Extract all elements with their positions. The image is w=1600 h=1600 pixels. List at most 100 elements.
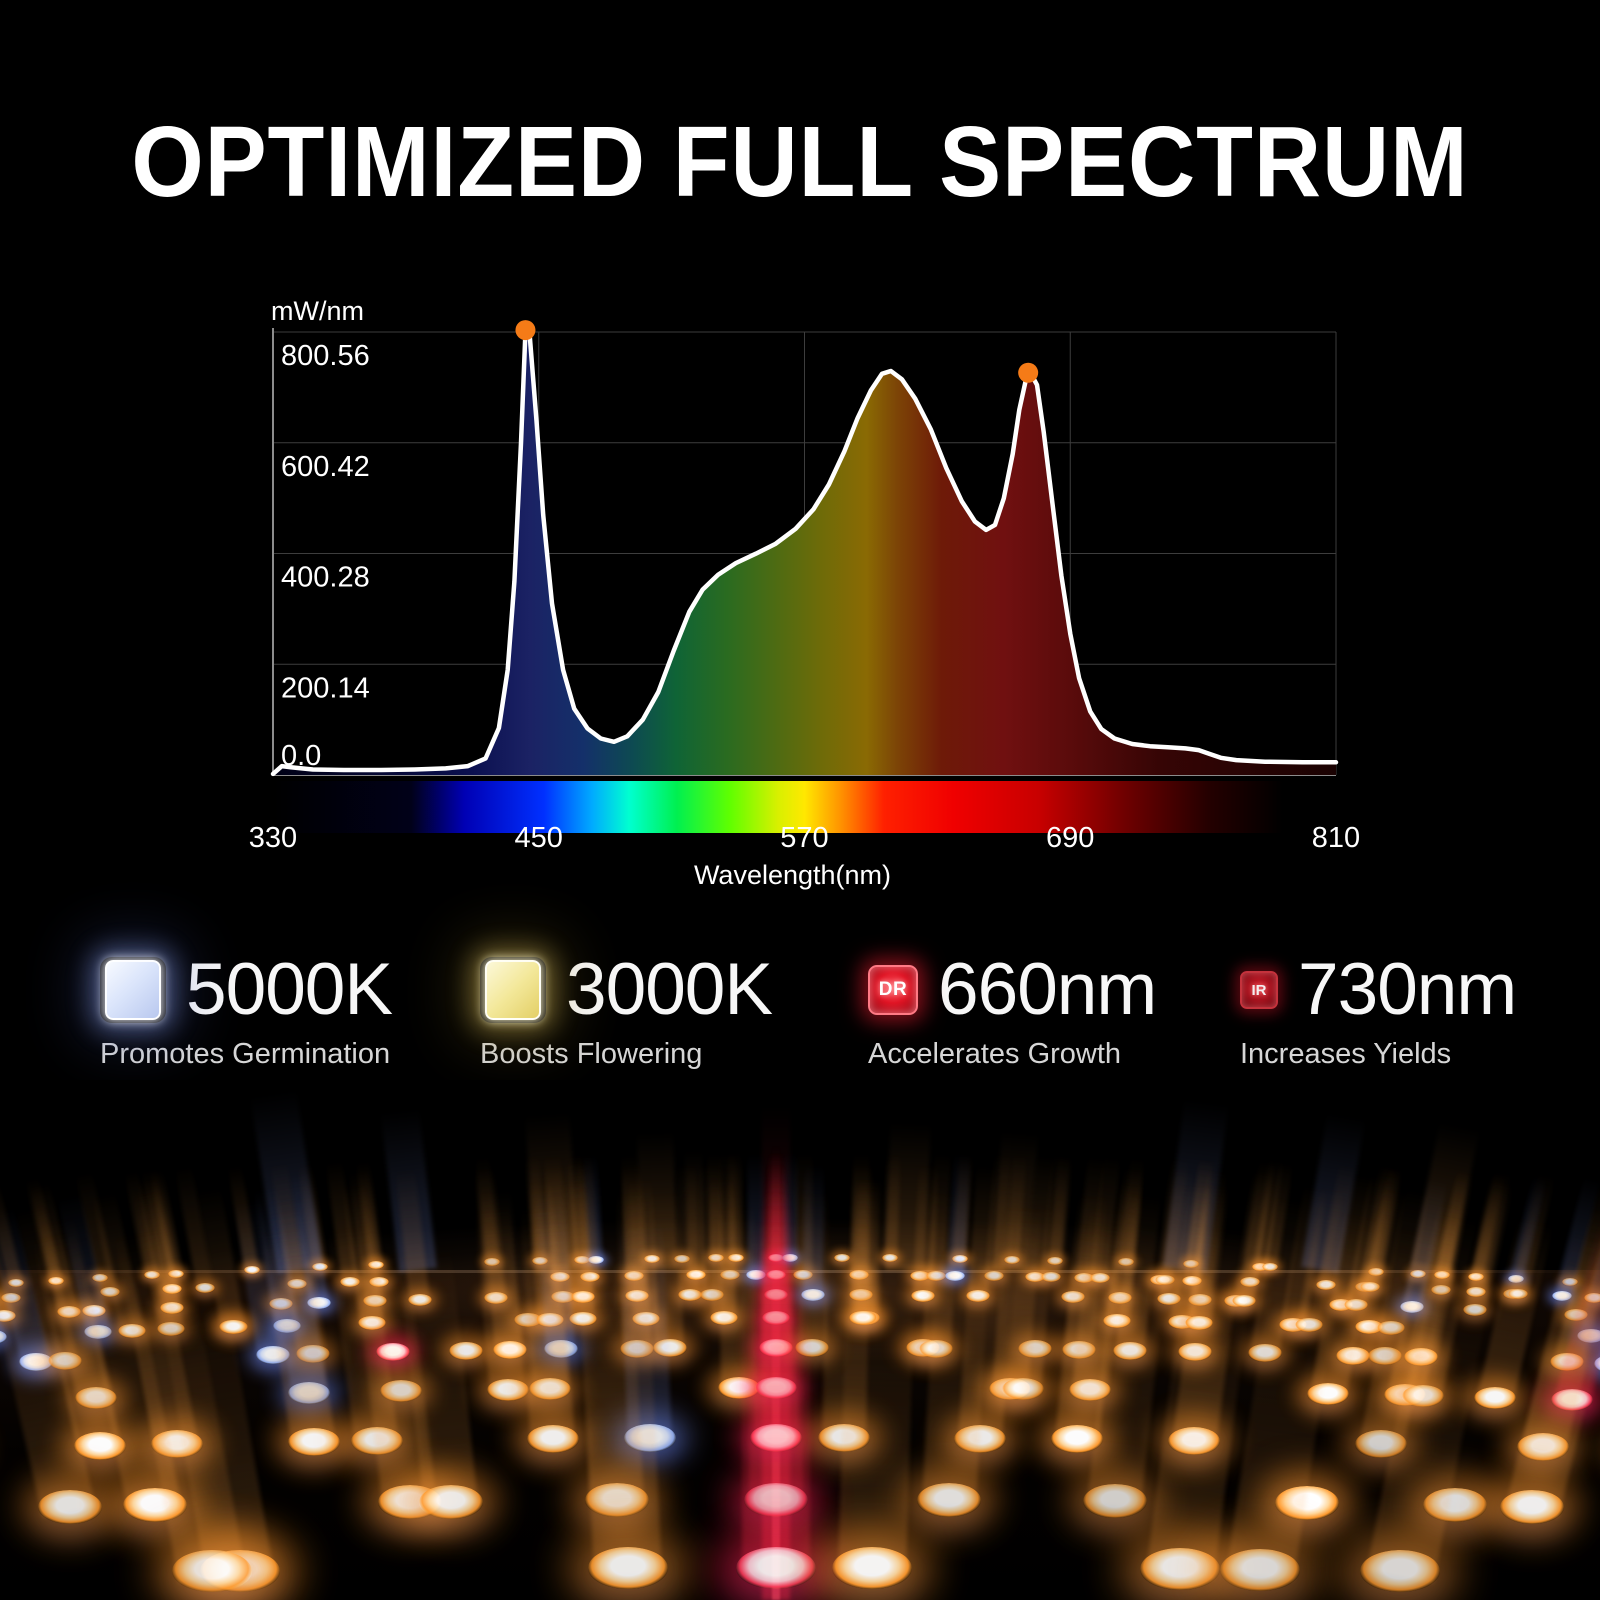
wavelength-colorbar (273, 781, 1336, 833)
led-dot (919, 1339, 954, 1358)
led-dot (1060, 1291, 1085, 1304)
led-dot (376, 1343, 411, 1361)
led-dot (848, 1270, 869, 1281)
led-dot (644, 1254, 661, 1263)
led-dot (801, 1289, 826, 1301)
led-dot (1247, 1344, 1282, 1363)
led-dot (527, 1425, 580, 1453)
led-dot (1051, 1425, 1103, 1454)
led-dot (1157, 1293, 1182, 1306)
led-dot (1562, 1278, 1579, 1287)
led-dot (1, 1292, 22, 1303)
led-dot (926, 1270, 946, 1281)
feature-730nm: IR 730nm Increases Yields (1240, 949, 1517, 1071)
led-dot (529, 1378, 572, 1401)
feature-row: IR 730nm (1240, 949, 1517, 1030)
led-dot (118, 1323, 146, 1338)
feature-value: 730nm (1298, 949, 1517, 1030)
led-dot (1155, 1274, 1176, 1285)
led-board-photo (0, 1080, 1600, 1600)
infrared-led-icon: IR (1240, 971, 1278, 1009)
y-tick-label: 200.14 (281, 672, 370, 704)
led-dot (255, 1345, 290, 1364)
led-dot (1359, 1281, 1380, 1292)
led-dot (750, 1424, 802, 1452)
feature-3000k: 3000K Boosts Flowering (480, 953, 773, 1071)
led-dot (817, 1424, 870, 1452)
led-dot (362, 1294, 387, 1307)
led-dot (1274, 1486, 1339, 1521)
led-dot (550, 1272, 571, 1283)
led-dot (167, 1269, 184, 1278)
led-dot (574, 1255, 591, 1264)
led-dot (407, 1293, 432, 1306)
led-dot (1463, 1303, 1488, 1316)
led-dot (1181, 1275, 1202, 1286)
led-dot (492, 1341, 527, 1360)
led-dot (1344, 1299, 1369, 1311)
led-dot (57, 1306, 82, 1319)
led-dot (1422, 1488, 1487, 1523)
led-dot (1354, 1429, 1407, 1458)
led-dot (686, 1270, 706, 1281)
feature-5000k: 5000K Promotes Germination (100, 953, 393, 1071)
led-dot (37, 1489, 102, 1524)
feature-description: Accelerates Growth (868, 1038, 1122, 1070)
led-dot (1551, 1389, 1594, 1412)
led-dot (1474, 1386, 1516, 1409)
led-dot (587, 1255, 604, 1264)
led-dot (1306, 1382, 1349, 1405)
led-chip-yellow-die (485, 960, 541, 1020)
led-dot (1061, 1340, 1096, 1359)
led-dot (1261, 1263, 1278, 1271)
led-dot (1003, 1255, 1020, 1264)
led-dot (1184, 1315, 1213, 1330)
spectrum-curve (270, 327, 1339, 777)
led-dot (620, 1339, 655, 1358)
led-dot (0, 1329, 7, 1344)
x-tick-label: 810 (1312, 822, 1360, 854)
led-dot (368, 1276, 389, 1287)
x-tick-label: 570 (780, 822, 828, 854)
peak-marker (515, 320, 536, 341)
led-dot (1047, 1256, 1064, 1265)
x-tick-label: 450 (515, 822, 563, 854)
deep-red-led-icon: DR (868, 965, 918, 1015)
led-dot (1025, 1272, 1045, 1282)
led-dot (1316, 1280, 1336, 1291)
led-dot (351, 1426, 404, 1455)
led-dot (1401, 1384, 1444, 1407)
led-dot (624, 1424, 677, 1453)
led-dot (74, 1432, 127, 1460)
led-dot (759, 1339, 793, 1357)
led-dot (1563, 1308, 1588, 1321)
led-dot (910, 1270, 931, 1281)
led-dot (483, 1257, 500, 1266)
led-dot (272, 1318, 301, 1333)
led-dot (380, 1380, 423, 1403)
y-tick-label: 400.28 (281, 562, 370, 594)
led-dot (123, 1488, 188, 1523)
led-dot (674, 1254, 691, 1263)
led-dot (0, 1309, 16, 1322)
led-dot (571, 1290, 596, 1303)
led-dot (1252, 1262, 1269, 1271)
peak-marker (1018, 362, 1039, 383)
led-dot (483, 1292, 508, 1304)
led-dot (1507, 1274, 1524, 1283)
led-dot (1552, 1291, 1573, 1302)
led-dot (269, 1297, 294, 1310)
led-dot (569, 1312, 598, 1327)
led-dot (7, 1279, 24, 1287)
led-dot (766, 1270, 786, 1280)
red-center-beam-core (772, 1145, 780, 1600)
title-wrap: OPTIMIZED FULL SPECTRUM (0, 112, 1600, 212)
led-dot (727, 1254, 744, 1263)
led-dot (143, 1271, 160, 1280)
led-chip-white-die (105, 960, 161, 1020)
led-dot (1508, 1288, 1528, 1299)
led-dot (1178, 1342, 1213, 1361)
led-dot (340, 1277, 361, 1288)
led-dot (1140, 1548, 1220, 1591)
led-dot (719, 1270, 740, 1281)
